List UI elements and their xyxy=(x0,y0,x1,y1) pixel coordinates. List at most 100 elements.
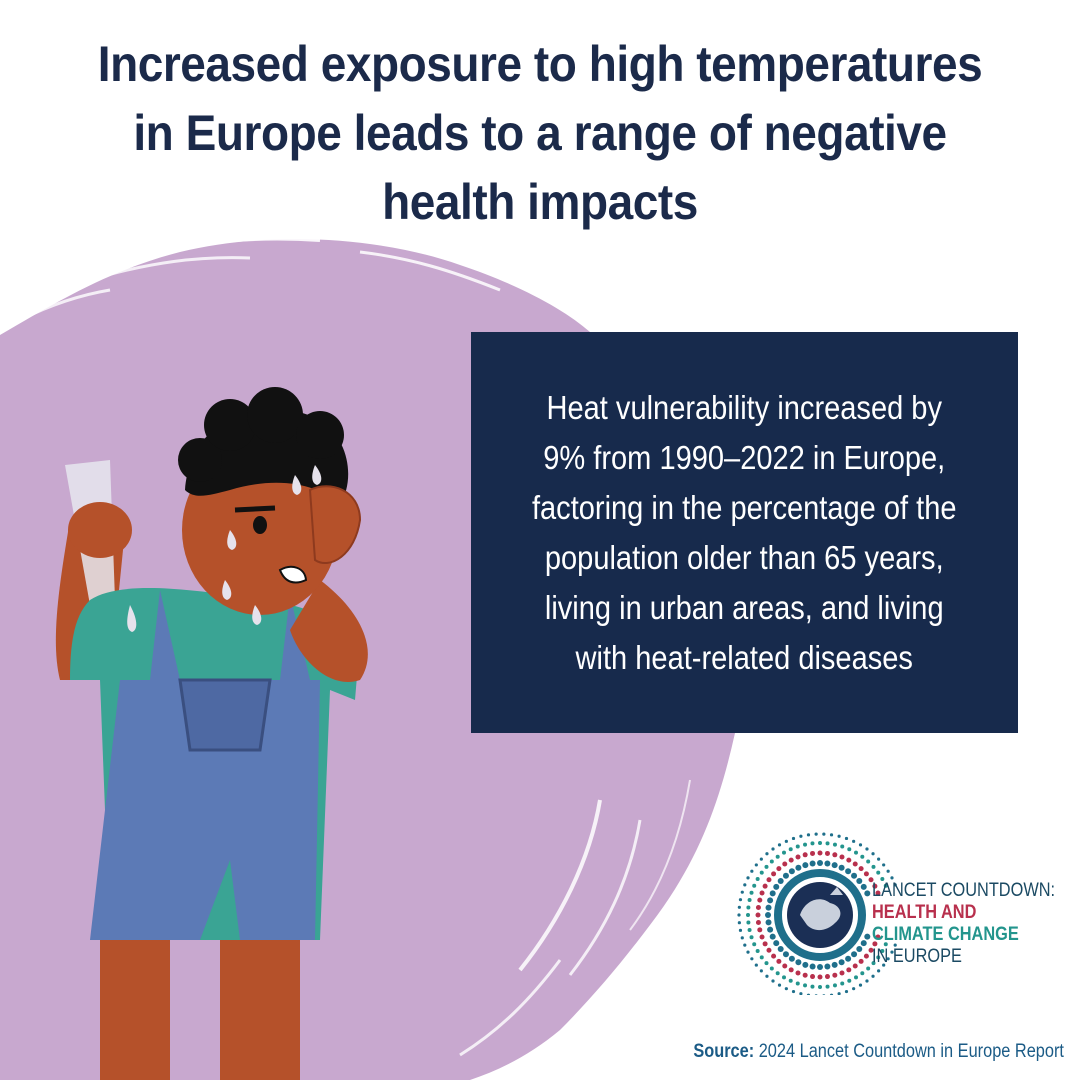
logo-dot xyxy=(837,834,841,838)
logo-dot xyxy=(777,843,782,847)
logo-dot xyxy=(810,984,815,989)
logo-dot xyxy=(782,861,788,867)
logo-dot xyxy=(759,890,765,896)
logo-dot xyxy=(777,877,784,884)
logo-dot xyxy=(802,961,809,968)
logo-dot xyxy=(740,890,744,894)
logo-dot xyxy=(858,958,864,964)
logo-dot xyxy=(852,963,858,969)
logo-dot xyxy=(882,963,886,967)
headline-line-2: in Europe leads to a range of negative xyxy=(133,105,947,161)
info-line-5: living in urban areas, and living xyxy=(545,588,944,626)
logo-dot xyxy=(806,993,811,995)
logo-dot xyxy=(809,860,816,867)
logo-dot xyxy=(840,844,845,849)
logo-dot xyxy=(769,890,776,897)
logo-line-2: HEALTH AND xyxy=(872,902,977,923)
logo-dot xyxy=(775,854,780,859)
logo-dot xyxy=(769,859,774,864)
logo-dot xyxy=(866,859,871,864)
logo-dot xyxy=(782,850,786,855)
logo-dot xyxy=(822,994,826,995)
logo-dot xyxy=(773,940,780,947)
logo-dot xyxy=(769,933,776,940)
logo-dot xyxy=(762,883,768,889)
logo-dot xyxy=(740,936,744,940)
logo-dot xyxy=(886,869,890,873)
logo-dot xyxy=(852,861,858,867)
logo-dot xyxy=(755,949,760,953)
logo-dot xyxy=(767,926,774,933)
logo-dot xyxy=(858,843,863,847)
logo-dot xyxy=(809,963,816,970)
logo-dot xyxy=(759,857,763,861)
logo-dot xyxy=(799,834,803,838)
logo-dot xyxy=(858,866,864,872)
logo-dot xyxy=(803,842,808,847)
logo-dot xyxy=(749,890,754,895)
logo-dot xyxy=(771,847,775,851)
logo-dot xyxy=(883,942,888,947)
logo-dot xyxy=(773,883,780,890)
logo-dot xyxy=(759,969,763,973)
logo-dot xyxy=(777,946,784,953)
logo-dot xyxy=(817,860,823,866)
headline-line-3: health impacts xyxy=(382,174,698,230)
logo-dot xyxy=(795,844,800,849)
logo-dot xyxy=(847,978,852,983)
heat-vulnerability-text: Heat vulnerability increased by 9% from … xyxy=(532,383,957,683)
logo-dot xyxy=(824,974,830,980)
logo-dot xyxy=(814,832,818,836)
logo-dot xyxy=(886,957,890,961)
info-line-6: with heat-related diseases xyxy=(575,638,914,676)
lancet-countdown-wordmark: LANCET COUNTDOWN: HEALTH AND CLIMATE CHA… xyxy=(872,880,1056,968)
logo-dot xyxy=(752,883,757,888)
logo-dot xyxy=(737,905,741,909)
logo-dot xyxy=(860,971,865,976)
logo-dot xyxy=(880,877,885,881)
logo-dot xyxy=(844,836,849,841)
logo-dot xyxy=(854,850,858,855)
logo-dot xyxy=(782,975,786,980)
logo-dot xyxy=(810,850,816,856)
logo-dot xyxy=(851,951,858,958)
logo-dot xyxy=(831,862,838,869)
logo-dot xyxy=(765,904,772,911)
logo-dot xyxy=(795,854,801,860)
logo-dot xyxy=(832,983,837,988)
logo-dot xyxy=(817,964,823,970)
logo-dot xyxy=(847,847,852,852)
logo-dot xyxy=(802,862,809,869)
logo-dot xyxy=(752,942,757,947)
logo-dot xyxy=(754,863,758,867)
logo-dot xyxy=(832,852,838,858)
info-line-2: 9% from 1990–2022 in Europe, xyxy=(543,438,946,476)
logo-dot xyxy=(784,987,788,991)
logo-dot xyxy=(817,974,823,980)
logo-dot xyxy=(845,868,852,875)
logo-dot xyxy=(868,877,874,883)
logo-dot xyxy=(795,864,802,871)
logo-dot xyxy=(832,842,837,847)
logo-dot xyxy=(890,876,894,880)
logo-dot xyxy=(865,979,869,983)
logo-dot xyxy=(795,981,800,986)
logo-dot xyxy=(818,985,822,989)
logo-line-4: IN EUROPE xyxy=(872,946,962,967)
logo-dot xyxy=(765,852,769,856)
logo-dot xyxy=(766,877,772,883)
logo-dot xyxy=(825,984,830,989)
logo-dot xyxy=(863,871,869,877)
logo-dot xyxy=(824,963,831,970)
logo-dot xyxy=(851,872,858,879)
logo-dot xyxy=(872,883,878,889)
logo-dot xyxy=(824,850,830,856)
logo-dot xyxy=(759,934,765,940)
logo-dot xyxy=(856,877,863,884)
logo-dot xyxy=(846,857,852,863)
source-label: Source: xyxy=(693,1041,755,1062)
logo-dot xyxy=(837,992,841,995)
logo-dot xyxy=(877,969,881,973)
logo-dot xyxy=(883,883,888,888)
logo-line-1: LANCET COUNTDOWN: xyxy=(872,880,1056,901)
